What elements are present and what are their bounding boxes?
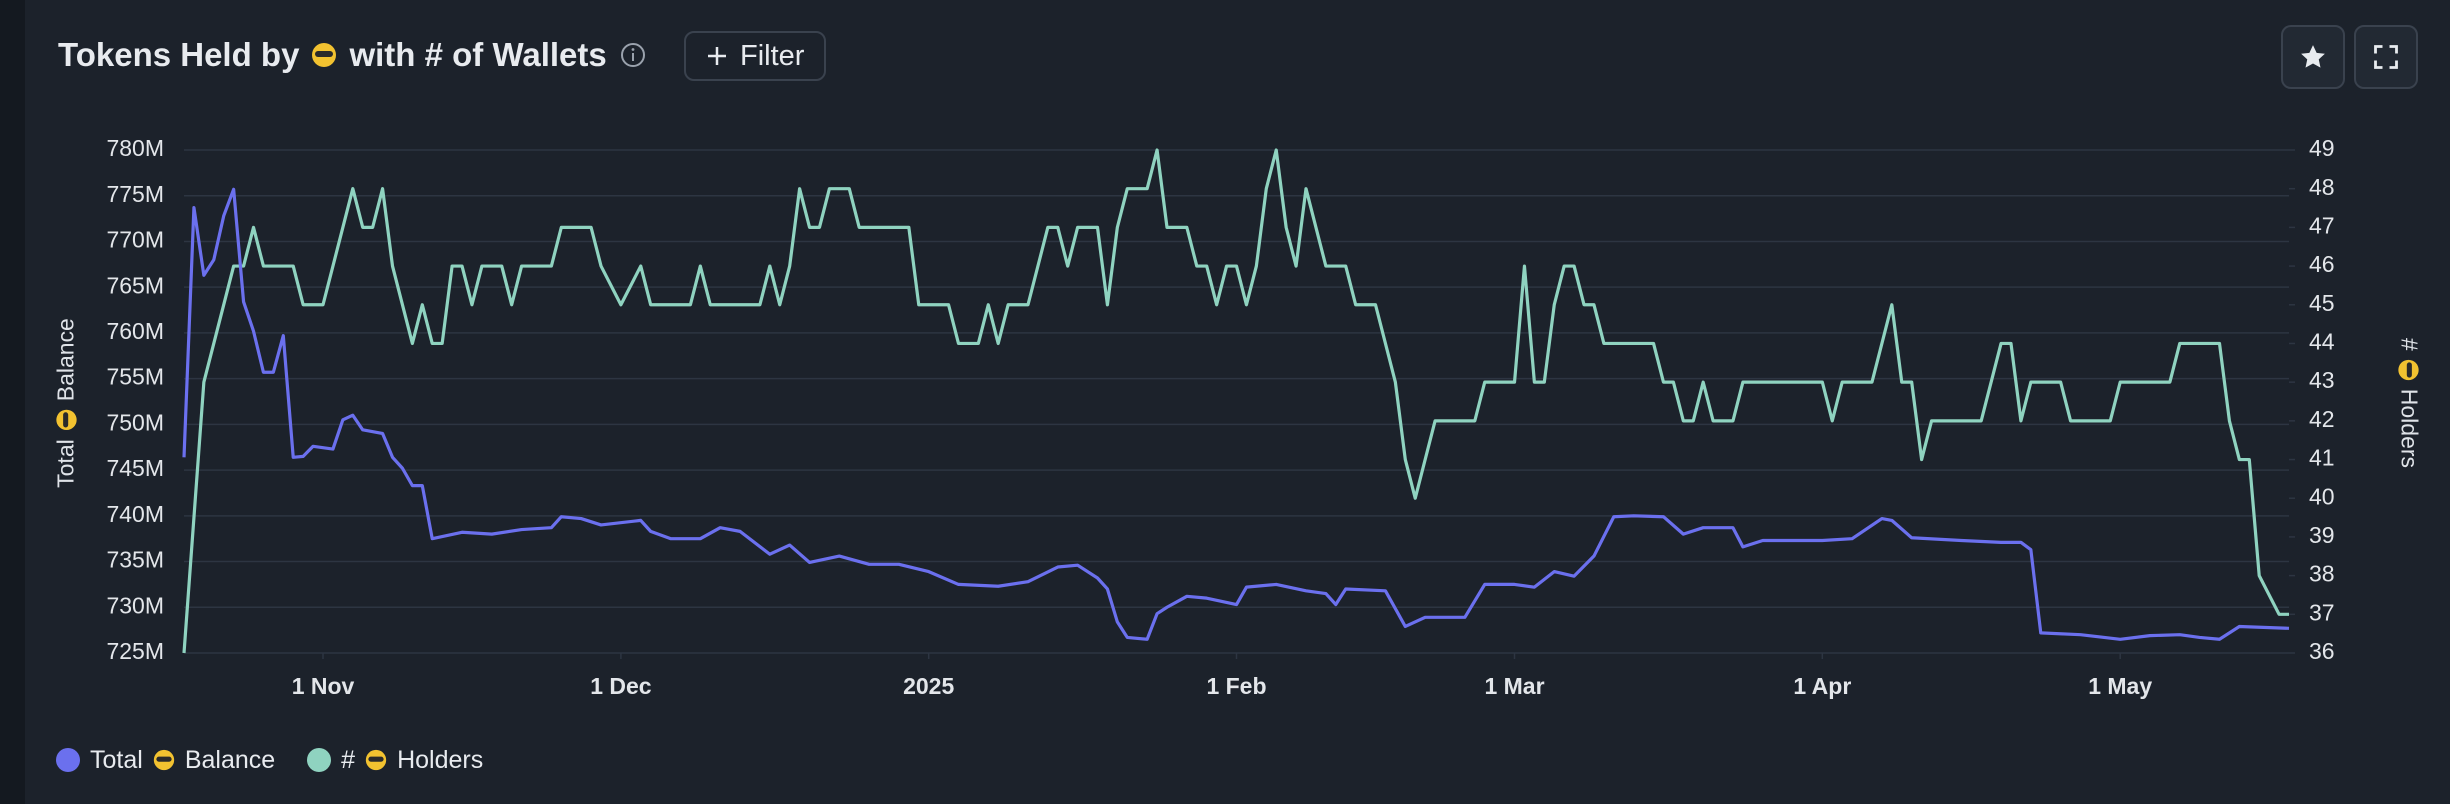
fullscreen-button[interactable] xyxy=(2354,25,2418,89)
y2-tick-label: 42 xyxy=(2309,406,2335,432)
y2-tick-label: 46 xyxy=(2309,251,2335,277)
legend-label: # xyxy=(341,745,356,774)
y-tick-label: 745M xyxy=(106,455,164,481)
y2-tick-label: 36 xyxy=(2309,638,2335,664)
y-tick-label: 740M xyxy=(106,501,164,527)
y2-axis-title: # Holders xyxy=(2396,338,2423,468)
series-line xyxy=(182,148,2289,654)
y-tick-label: 770M xyxy=(106,227,164,253)
y-tick-label: 730M xyxy=(106,592,164,618)
sidebar-edge xyxy=(0,0,25,804)
filter-button[interactable]: Filter xyxy=(684,31,827,81)
x-tick-label: 1 Nov xyxy=(292,673,355,699)
y-tick-label: 725M xyxy=(106,638,164,664)
y2-tick-label: 43 xyxy=(2309,367,2335,393)
x-tick-label: 1 Dec xyxy=(590,673,652,699)
legend-label: Holders xyxy=(397,745,484,774)
y-tick-label: 765M xyxy=(106,272,164,298)
token-icon xyxy=(365,749,387,771)
y-tick-label: 755M xyxy=(106,364,164,390)
y2-tick-label: 47 xyxy=(2309,212,2335,238)
y2-tick-label: 49 xyxy=(2309,135,2335,161)
chart-title: Tokens Held by xyxy=(58,36,300,73)
y-tick-label: 780M xyxy=(106,135,164,161)
series-line xyxy=(182,187,2290,641)
x-tick-label: 1 Mar xyxy=(1484,673,1544,699)
legend: Total Balance # Holders xyxy=(56,740,505,780)
y2-tick-label: 48 xyxy=(2309,174,2335,200)
x-tick-label: 1 Apr xyxy=(1793,673,1851,699)
star-icon xyxy=(2301,45,2325,68)
token-icon xyxy=(312,43,337,67)
legend-item[interactable]: # Holders xyxy=(307,746,483,775)
chart-card xyxy=(25,0,2450,804)
token-icon xyxy=(2398,359,2420,380)
y-tick-label: 735M xyxy=(106,547,164,573)
filter-label: Filter xyxy=(740,39,805,72)
y2-tick-label: 41 xyxy=(2309,445,2335,471)
info-icon[interactable] xyxy=(619,41,647,69)
y-tick-label: 750M xyxy=(106,409,164,435)
legend-label: Total xyxy=(90,745,143,774)
legend-item[interactable]: Total Balance xyxy=(56,746,275,775)
y-tick-label: 760M xyxy=(106,318,164,344)
x-tick-label: 1 Feb xyxy=(1206,673,1266,699)
x-tick-label: 2025 xyxy=(903,673,954,699)
legend-label: Balance xyxy=(184,745,276,774)
token-icon xyxy=(55,410,77,431)
y2-tick-label: 37 xyxy=(2309,599,2335,625)
chart-title: with # of Wallets xyxy=(349,36,607,73)
y2-tick-label: 44 xyxy=(2309,329,2335,355)
x-tick-label: 1 May xyxy=(2088,673,2152,699)
chart-header: Tokens Held by with # of Wallets xyxy=(58,30,647,80)
y-tick-label: 775M xyxy=(106,181,164,207)
plus-icon xyxy=(708,47,726,65)
y2-tick-label: 40 xyxy=(2309,483,2335,509)
y2-tick-label: 38 xyxy=(2309,561,2335,587)
legend-swatch xyxy=(307,748,332,772)
y2-tick-label: 45 xyxy=(2309,290,2335,316)
y-axis-title: Total Balance xyxy=(53,318,80,488)
token-icon xyxy=(153,749,174,771)
favorite-button[interactable] xyxy=(2281,25,2345,89)
expand-icon xyxy=(2374,45,2398,69)
y2-tick-label: 39 xyxy=(2309,522,2335,548)
chart: 725M 730M 735M 740M 745M 750M 755M 760M 765M 770M… xyxy=(106,135,2335,699)
legend-swatch xyxy=(56,748,80,772)
